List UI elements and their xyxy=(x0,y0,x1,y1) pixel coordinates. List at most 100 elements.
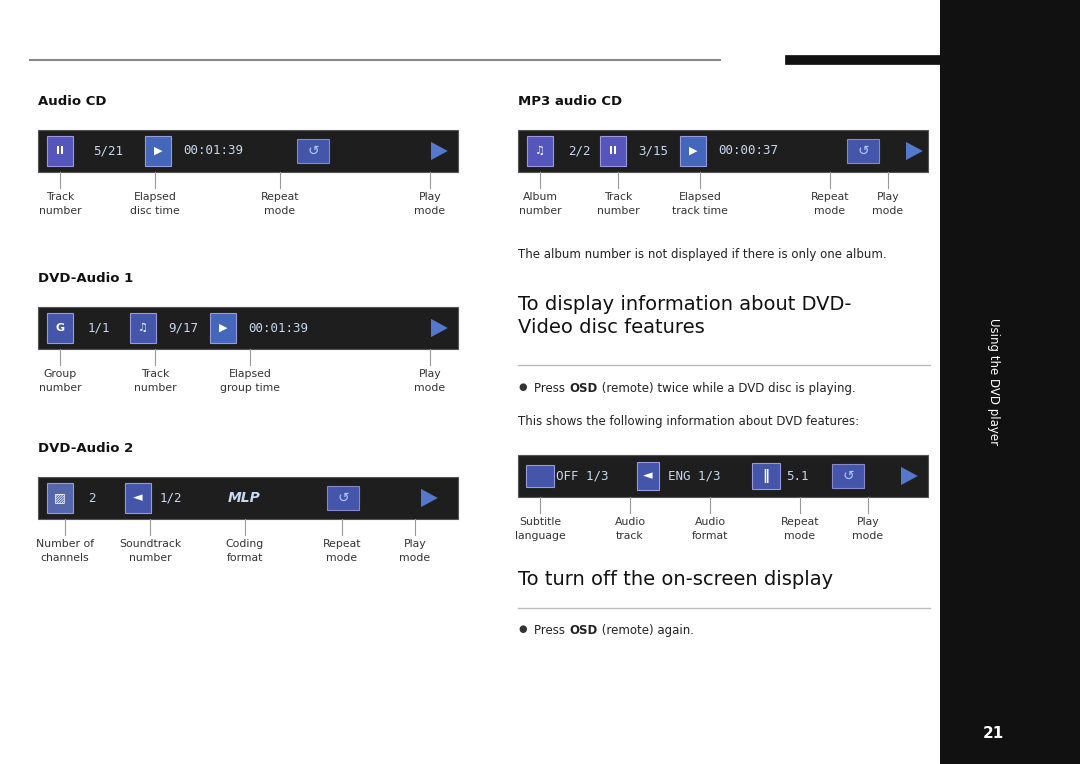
Text: Repeat: Repeat xyxy=(781,517,820,527)
Text: number: number xyxy=(518,206,562,216)
Text: Soundtrack: Soundtrack xyxy=(119,539,181,549)
FancyBboxPatch shape xyxy=(518,455,928,497)
Text: DVD-Audio 2: DVD-Audio 2 xyxy=(38,442,133,455)
Text: G: G xyxy=(55,323,65,333)
Text: number: number xyxy=(129,553,172,563)
Text: Subtitle: Subtitle xyxy=(518,517,562,527)
Text: II: II xyxy=(609,146,617,156)
Text: II: II xyxy=(56,146,64,156)
Text: mode: mode xyxy=(415,206,446,216)
Text: ▶: ▶ xyxy=(153,146,162,156)
Text: 2: 2 xyxy=(87,491,95,504)
Text: Number of: Number of xyxy=(36,539,94,549)
FancyBboxPatch shape xyxy=(752,463,780,489)
FancyBboxPatch shape xyxy=(940,0,1080,764)
Text: 3/15: 3/15 xyxy=(638,144,669,157)
Text: Repeat: Repeat xyxy=(323,539,361,549)
Text: ↺: ↺ xyxy=(307,144,319,158)
Text: Elapsed: Elapsed xyxy=(678,192,721,202)
Text: 5.1: 5.1 xyxy=(786,470,809,483)
Text: Play: Play xyxy=(856,517,879,527)
Text: Press: Press xyxy=(534,382,569,395)
FancyBboxPatch shape xyxy=(527,136,553,166)
FancyBboxPatch shape xyxy=(680,136,706,166)
Text: track time: track time xyxy=(672,206,728,216)
Text: mode: mode xyxy=(784,531,815,541)
FancyBboxPatch shape xyxy=(38,477,458,519)
Polygon shape xyxy=(431,319,448,337)
Text: Elapsed: Elapsed xyxy=(134,192,176,202)
Text: Play: Play xyxy=(404,539,427,549)
FancyBboxPatch shape xyxy=(48,136,73,166)
Text: Album: Album xyxy=(523,192,557,202)
Text: To display information about DVD-
Video disc features: To display information about DVD- Video … xyxy=(518,295,851,337)
Text: Play: Play xyxy=(419,369,442,379)
FancyBboxPatch shape xyxy=(210,313,237,343)
Text: format: format xyxy=(227,553,264,563)
Text: channels: channels xyxy=(41,553,90,563)
Text: Play: Play xyxy=(877,192,900,202)
Text: 5/21: 5/21 xyxy=(93,144,123,157)
FancyBboxPatch shape xyxy=(125,483,151,513)
Text: mode: mode xyxy=(400,553,431,563)
Text: 00:01:39: 00:01:39 xyxy=(248,322,308,335)
FancyBboxPatch shape xyxy=(327,486,359,510)
FancyBboxPatch shape xyxy=(38,307,458,349)
Text: Group: Group xyxy=(43,369,77,379)
Text: (remote) twice while a DVD disc is playing.: (remote) twice while a DVD disc is playi… xyxy=(598,382,855,395)
FancyBboxPatch shape xyxy=(600,136,626,166)
Text: mode: mode xyxy=(814,206,846,216)
Text: Elapsed: Elapsed xyxy=(229,369,271,379)
Text: Press: Press xyxy=(534,624,569,637)
Text: Audio: Audio xyxy=(615,517,646,527)
Text: Audio: Audio xyxy=(694,517,726,527)
Text: MLP: MLP xyxy=(228,491,260,505)
Text: ◄: ◄ xyxy=(133,491,143,504)
Text: ◄: ◄ xyxy=(644,470,652,483)
Text: ▶: ▶ xyxy=(219,323,227,333)
Polygon shape xyxy=(901,467,918,485)
Polygon shape xyxy=(906,142,922,160)
Text: 1/1: 1/1 xyxy=(87,322,110,335)
FancyBboxPatch shape xyxy=(130,313,156,343)
Text: This shows the following information about DVD features:: This shows the following information abo… xyxy=(518,415,859,428)
Polygon shape xyxy=(431,142,448,160)
Text: ↺: ↺ xyxy=(337,491,349,505)
Text: language: language xyxy=(515,531,565,541)
Text: track: track xyxy=(616,531,644,541)
Text: mode: mode xyxy=(873,206,904,216)
Text: ▶: ▶ xyxy=(689,146,698,156)
Text: ♫: ♫ xyxy=(535,146,545,156)
Text: OSD: OSD xyxy=(569,382,597,395)
FancyBboxPatch shape xyxy=(832,464,864,488)
Text: group time: group time xyxy=(220,383,280,393)
Text: 1/2: 1/2 xyxy=(160,491,183,504)
FancyBboxPatch shape xyxy=(518,130,928,172)
FancyBboxPatch shape xyxy=(48,483,73,513)
Text: mode: mode xyxy=(415,383,446,393)
Text: Track: Track xyxy=(45,192,75,202)
Text: Using the DVD player: Using the DVD player xyxy=(987,319,1000,445)
Text: Audio CD: Audio CD xyxy=(38,95,107,108)
Text: mode: mode xyxy=(852,531,883,541)
Text: mode: mode xyxy=(326,553,357,563)
FancyBboxPatch shape xyxy=(637,462,659,490)
Text: 9/17: 9/17 xyxy=(168,322,198,335)
Polygon shape xyxy=(421,489,437,507)
FancyBboxPatch shape xyxy=(847,139,879,163)
Text: OFF 1/3: OFF 1/3 xyxy=(556,470,608,483)
Text: MP3 audio CD: MP3 audio CD xyxy=(518,95,622,108)
Text: number: number xyxy=(39,383,81,393)
Text: ♫: ♫ xyxy=(138,323,148,333)
Text: number: number xyxy=(134,383,176,393)
Text: The album number is not displayed if there is only one album.: The album number is not displayed if the… xyxy=(518,248,887,261)
Text: To turn off the on-screen display: To turn off the on-screen display xyxy=(518,570,833,589)
Text: format: format xyxy=(692,531,728,541)
Text: 00:00:37: 00:00:37 xyxy=(718,144,778,157)
Text: 21: 21 xyxy=(983,727,1003,742)
Text: number: number xyxy=(596,206,639,216)
Text: Track: Track xyxy=(140,369,170,379)
Text: 2/2: 2/2 xyxy=(568,144,591,157)
Text: Play: Play xyxy=(419,192,442,202)
Text: (remote) again.: (remote) again. xyxy=(598,624,694,637)
